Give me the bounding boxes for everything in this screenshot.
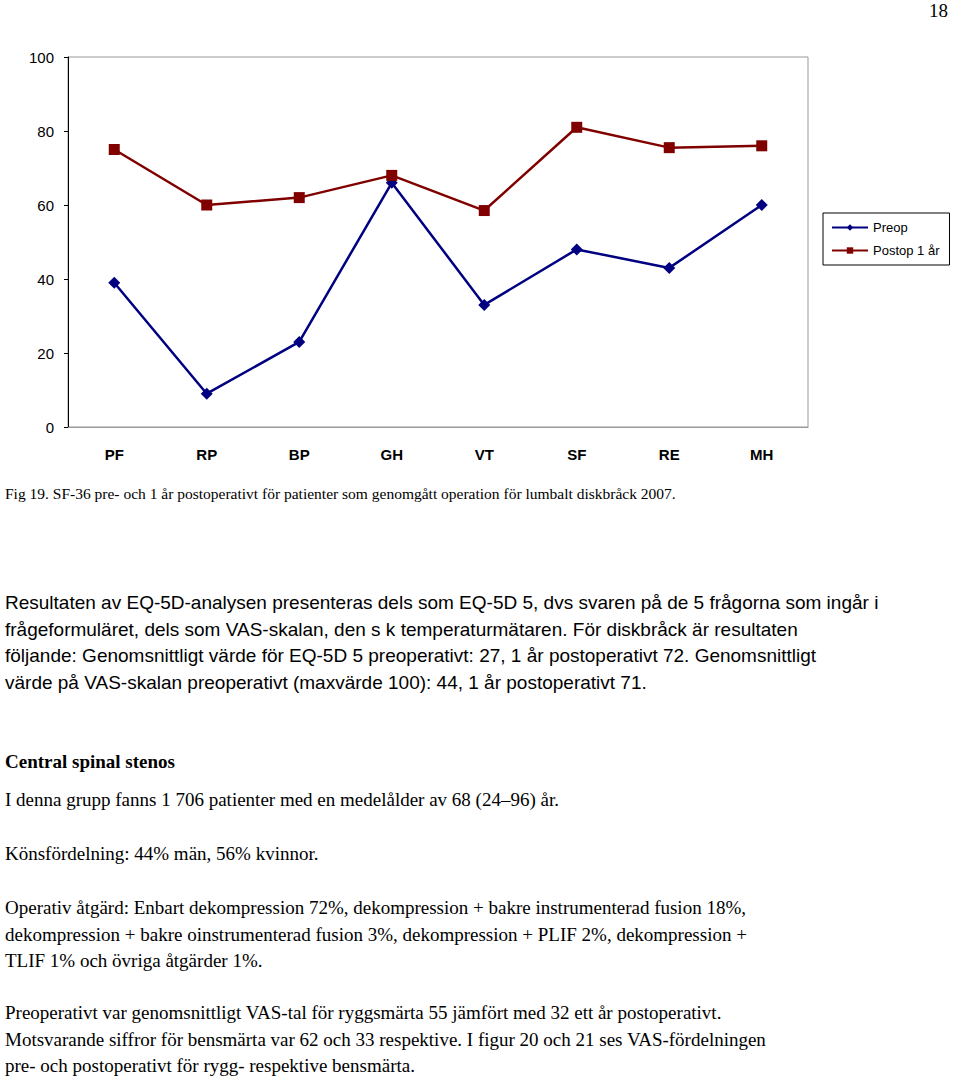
html-text:Central spinal stenos: Central spinal stenos [5, 751, 175, 772]
svg-text:40: 40 [37, 271, 54, 288]
html-text:följande: Genomsnittligt värde: följande: Genomsnittligt värde för EQ-5D… [5, 645, 817, 667]
svg-text:GH: GH [381, 446, 404, 463]
svg-text:SF: SF [567, 446, 586, 463]
html-text:värde på VAS-skalan preoperati: värde på VAS-skalan preoperativt (maxvär… [5, 671, 647, 693]
svg-text:60: 60 [37, 197, 54, 214]
svg-text:VT: VT [475, 446, 494, 463]
html-text:Motsvarande siffror för bensmä: Motsvarande siffror för bensmärta var 62… [5, 1028, 766, 1050]
svg-text:100: 100 [29, 49, 54, 66]
svg-text:RE: RE [659, 446, 680, 463]
html-text:18: 18 [929, 0, 948, 21]
svg-text:Postop 1 år: Postop 1 år [873, 243, 940, 258]
svg-text:0: 0 [46, 419, 54, 436]
html-text:dekompression + bakre oinstrum: dekompression + bakre oinstrumenterad fu… [5, 923, 747, 945]
html-text:pre- och postoperativt för ryg: pre- och postoperativt för rygg- respekt… [5, 1055, 415, 1077]
html-text:Resultaten av EQ-5D-analysen p: Resultaten av EQ-5D-analysen presenteras… [5, 592, 879, 613]
svg-text:20: 20 [37, 345, 54, 362]
html-text:Preoperativt var genomsnittlig: Preoperativt var genomsnittligt VAS-tal … [5, 1002, 722, 1023]
svg-text:BP: BP [289, 446, 310, 463]
svg-text:MH: MH [750, 446, 773, 463]
html-text:TLIF 1% och övriga åtgärder 1%: TLIF 1% och övriga åtgärder 1%. [5, 950, 263, 972]
html-text:I denna grupp fanns 1 706 pati: I denna grupp fanns 1 706 patienter med … [5, 789, 559, 810]
svg-text:80: 80 [37, 123, 54, 140]
html-text:Operativ åtgärd: Enbart dekomp: Operativ åtgärd: Enbart dekompression 72… [5, 897, 746, 918]
html-text:frågeformuläret, dels som VAS-: frågeformuläret, dels som VAS-skalan, de… [5, 618, 798, 640]
html-text:Fig 19. SF-36 pre- och 1 år po: Fig 19. SF-36 pre- och 1 år postoperativ… [5, 485, 676, 502]
svg-text:PF: PF [105, 446, 124, 463]
svg-text:RP: RP [196, 446, 217, 463]
html-text:Könsfördelning: 44% män, 56% k: Könsfördelning: 44% män, 56% kvinnor. [5, 843, 319, 864]
svg-text:Preop: Preop [873, 220, 908, 235]
